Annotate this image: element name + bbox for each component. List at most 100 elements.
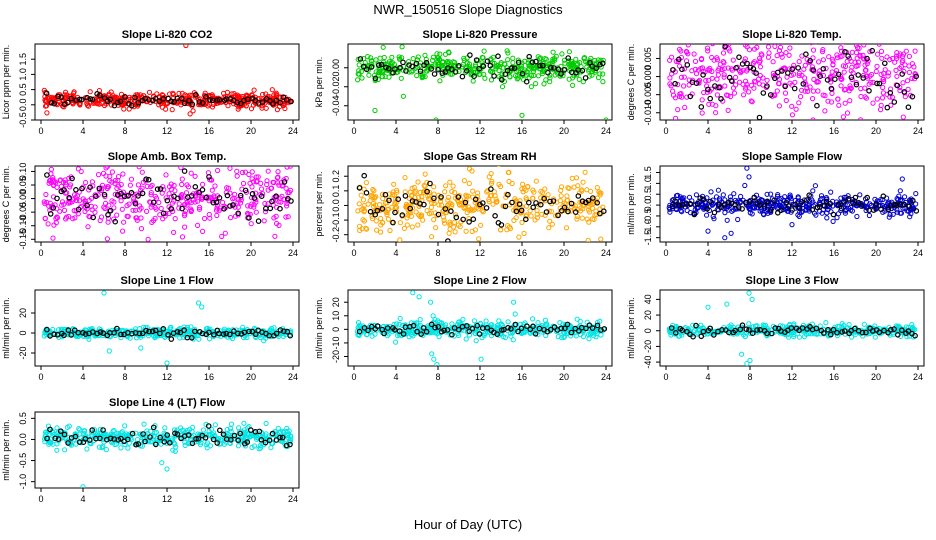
black-data-point <box>111 102 118 109</box>
data-point <box>286 189 292 195</box>
x-tick-label: 8 <box>122 494 127 504</box>
black-data-point <box>65 327 72 334</box>
data-point <box>43 191 49 198</box>
data-point <box>138 226 145 232</box>
black-data-point <box>750 66 757 72</box>
black-data-point <box>594 322 601 329</box>
black-data-point <box>732 327 738 334</box>
black-data-point <box>188 193 195 199</box>
data-point <box>714 92 721 98</box>
data-point <box>710 44 716 47</box>
black-data-point <box>100 330 107 336</box>
data-point <box>133 430 139 436</box>
black-data-point <box>121 193 128 200</box>
data-point <box>783 50 789 56</box>
black-data-point <box>834 329 840 336</box>
data-point <box>378 229 384 235</box>
black-data-point <box>863 329 869 336</box>
black-data-point <box>97 329 104 335</box>
data-point <box>215 167 221 174</box>
data-point <box>404 215 410 221</box>
data-point <box>384 212 390 218</box>
data-point <box>534 211 540 217</box>
data-point <box>866 81 872 87</box>
data-point <box>160 92 166 99</box>
x-tick-label: 20 <box>246 372 256 382</box>
data-point <box>548 209 555 215</box>
data-point <box>78 168 84 175</box>
data-point <box>775 192 781 198</box>
data-point <box>819 49 826 55</box>
black-data-point <box>876 80 883 87</box>
data-point <box>431 217 437 223</box>
data-point <box>498 322 504 328</box>
data-point <box>590 205 596 211</box>
data-point <box>114 185 120 191</box>
data-point <box>284 166 290 170</box>
y-axis-label-6: ml/min per min. <box>626 173 636 235</box>
data-point <box>446 230 452 236</box>
data-point <box>362 327 368 333</box>
data-point <box>858 93 864 100</box>
outlier-point <box>400 93 406 99</box>
data-point <box>415 194 422 200</box>
data-point <box>484 189 490 195</box>
x-tick-label: 12 <box>475 248 485 258</box>
data-point <box>446 59 452 65</box>
data-point <box>770 59 776 65</box>
data-point <box>743 78 749 84</box>
data-point <box>264 178 270 184</box>
black-data-point <box>409 198 416 204</box>
black-data-point <box>594 200 601 206</box>
data-point <box>776 103 783 109</box>
x-tick-label: 0 <box>351 126 356 136</box>
black-data-point <box>87 184 93 191</box>
data-point <box>179 234 186 240</box>
black-data-point <box>152 327 159 334</box>
x-tick-label: 4 <box>393 372 398 382</box>
data-point <box>500 203 506 209</box>
x-tick-label: 20 <box>246 248 256 258</box>
x-tick-label: 4 <box>80 248 85 258</box>
black-data-point <box>504 67 511 74</box>
black-data-point <box>160 210 167 217</box>
data-point <box>437 78 443 84</box>
data-point <box>746 89 752 95</box>
black-data-point <box>44 172 50 178</box>
data-point <box>265 168 271 174</box>
data-point <box>229 421 235 427</box>
y-tick-label: -0.010 <box>643 100 653 126</box>
x-tick-label: 8 <box>122 248 127 258</box>
data-point <box>89 207 95 213</box>
data-point <box>488 180 495 186</box>
data-point <box>708 86 715 92</box>
black-data-point <box>249 191 256 197</box>
black-data-point <box>858 203 865 209</box>
x-tick-label: 8 <box>747 248 752 258</box>
data-point <box>533 178 539 184</box>
data-point <box>480 55 486 61</box>
black-data-point <box>432 324 438 331</box>
data-point <box>715 187 722 193</box>
black-data-point <box>522 216 529 223</box>
black-data-point <box>754 327 760 333</box>
data-point <box>727 194 734 200</box>
data-point <box>88 195 95 201</box>
outlier-point <box>164 360 170 366</box>
black-data-point <box>171 99 178 105</box>
data-point <box>206 198 212 204</box>
black-data-point <box>284 328 291 335</box>
black-data-point <box>392 66 398 72</box>
data-point <box>820 47 826 53</box>
data-point <box>228 334 234 340</box>
outlier-point <box>746 290 752 296</box>
black-data-point <box>383 64 389 71</box>
black-data-point <box>676 202 683 209</box>
black-data-point <box>448 66 455 72</box>
data-point <box>470 78 476 84</box>
black-data-point <box>700 328 707 335</box>
black-data-point <box>374 323 381 329</box>
data-point <box>442 189 448 195</box>
data-point <box>543 77 549 83</box>
black-data-point <box>402 193 409 199</box>
